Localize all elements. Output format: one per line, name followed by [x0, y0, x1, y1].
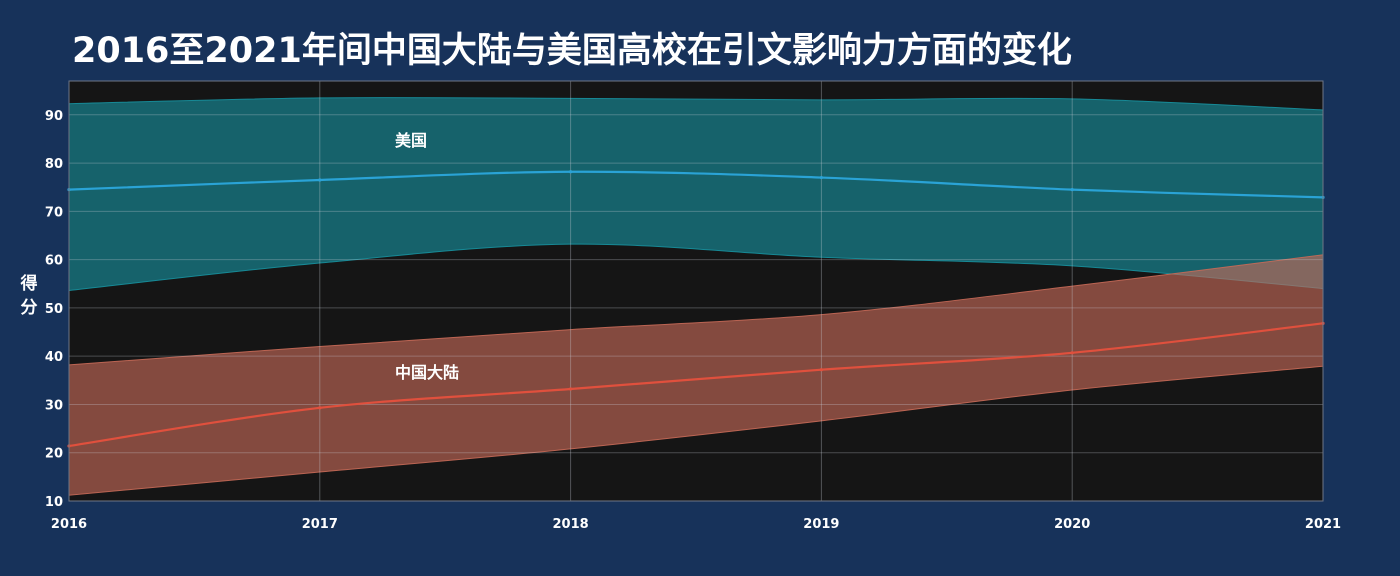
y-tick-label-70: 70 — [45, 205, 63, 220]
point-series-0-2020 — [1070, 188, 1074, 192]
line-series-1 — [68, 322, 1324, 448]
x-tick-label-2021: 2021 — [1305, 517, 1341, 532]
y-axis-label: 得分 — [20, 274, 38, 318]
x-tick-label-2020: 2020 — [1054, 517, 1090, 532]
confidence-bands — [68, 97, 1324, 496]
point-series-1-2019 — [819, 368, 824, 372]
grid-lines — [69, 81, 1323, 501]
point-series-1-2020 — [1070, 351, 1074, 355]
point-series-1-2017 — [318, 406, 322, 410]
series-label-0: 美国 — [395, 131, 427, 150]
series-label-1: 中国大陆 — [395, 363, 459, 382]
point-series-0-2019 — [819, 175, 824, 180]
point-series-0-2018 — [569, 170, 573, 174]
point-series-0-2017 — [318, 178, 322, 182]
chart-title: 2016至2021年间中国大陆与美国高校在引文影响力方面的变化 — [72, 31, 1072, 71]
x-axis-ticks: 2016 2017 2018 2019 2020 2021 — [51, 517, 1341, 532]
x-tick-label-2017: 2017 — [302, 517, 338, 532]
y-axis-ticks: 10 20 30 40 50 60 70 80 90 — [45, 109, 63, 510]
y-tick-label-10: 10 — [45, 495, 63, 510]
point-series-1-2018 — [569, 387, 573, 391]
y-tick-label-30: 30 — [45, 398, 63, 413]
series-lines — [67, 170, 1325, 448]
x-tick-label-2016: 2016 — [51, 517, 87, 532]
y-tick-label-90: 90 — [45, 109, 63, 124]
y-tick-label-20: 20 — [45, 447, 63, 462]
x-tick-label-2019: 2019 — [803, 517, 839, 532]
plot-frame — [68, 80, 1324, 502]
y-tick-label-50: 50 — [45, 302, 63, 317]
line-series-0 — [68, 170, 1324, 199]
y-tick-label-60: 60 — [45, 254, 63, 269]
y-tick-label-40: 40 — [45, 350, 63, 365]
y-tick-label-80: 80 — [45, 157, 63, 172]
x-tick-label-2018: 2018 — [553, 517, 589, 532]
